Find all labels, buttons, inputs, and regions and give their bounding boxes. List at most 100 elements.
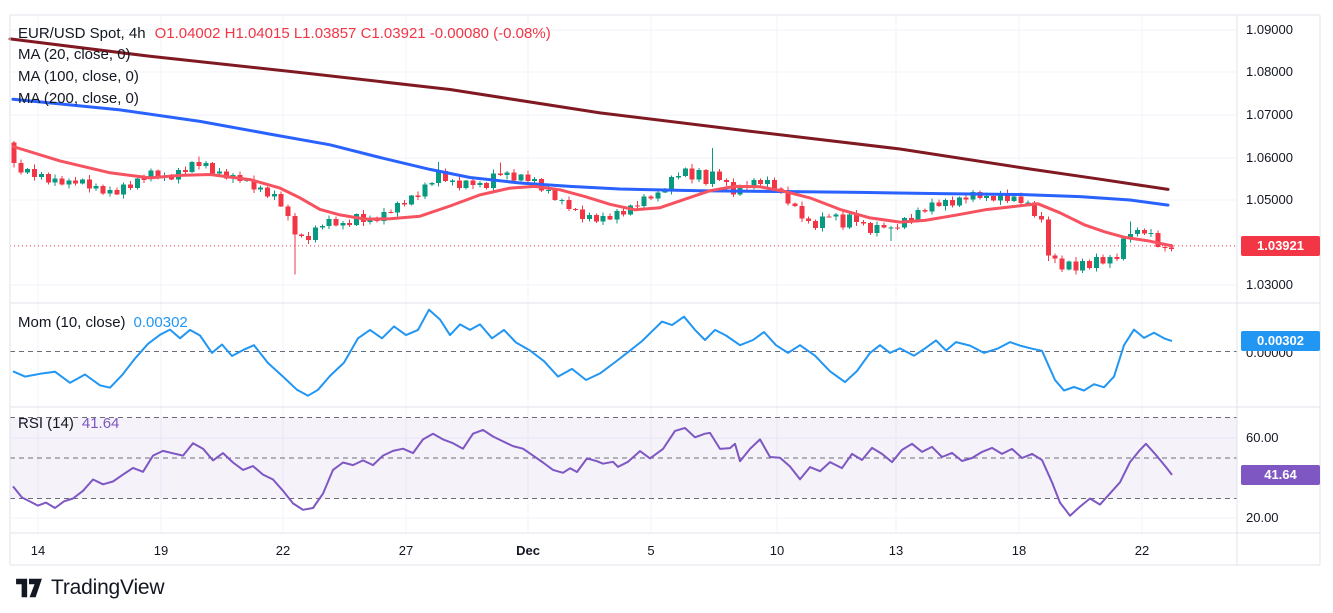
- ma100-line[interactable]: [11, 97, 1170, 207]
- ma20-line[interactable]: [11, 145, 1174, 248]
- candle-body: [408, 195, 414, 205]
- candle-body: [943, 200, 949, 206]
- candle-body: [443, 171, 448, 181]
- candle-body: [984, 196, 990, 198]
- time-tick-label: 10: [769, 543, 785, 558]
- ma20-label[interactable]: MA (20, close, 0): [18, 46, 131, 63]
- candle-body: [614, 210, 620, 220]
- candle-body: [936, 202, 942, 207]
- candle-body: [388, 211, 394, 213]
- candle-body: [278, 194, 284, 207]
- candle-body: [134, 178, 140, 188]
- candle-body: [484, 183, 490, 188]
- momentum-line[interactable]: [12, 308, 1173, 397]
- candle-body: [812, 220, 818, 229]
- time-tick-label: 19: [153, 543, 169, 558]
- rsi-label[interactable]: RSI (14): [18, 415, 74, 432]
- symbol-legend-row[interactable]: EUR/USD Spot, 4h O1.04002 H1.04015 L1.038…: [18, 24, 551, 43]
- candle-body: [580, 209, 585, 219]
- candle-body: [100, 185, 106, 194]
- ma200-legend-row[interactable]: MA (200, close, 0): [18, 89, 139, 108]
- candle-body: [826, 216, 832, 218]
- level-lines-layer: [10, 351, 1237, 499]
- candle-body: [45, 173, 51, 183]
- price-tick-label: 1.08000: [1246, 64, 1293, 79]
- symbol-title[interactable]: EUR/USD Spot, 4h: [18, 25, 146, 42]
- candle-body: [682, 168, 688, 176]
- time-tick-label: 18: [1011, 543, 1027, 558]
- price-tick-label: 1.07000: [1246, 107, 1293, 122]
- last-price-badge: 1.03921: [1241, 236, 1320, 256]
- candle-body: [436, 171, 442, 184]
- candle-body: [470, 180, 476, 186]
- ma200-line[interactable]: [8, 37, 1170, 191]
- candle-body: [121, 184, 127, 195]
- candle-body: [1025, 202, 1031, 204]
- candle-body: [11, 142, 17, 163]
- momentum-legend-row[interactable]: Mom (10, close) 0.00302: [18, 313, 188, 332]
- rsi-value: 41.64: [81, 415, 120, 432]
- candle-body: [292, 216, 298, 235]
- ma200-label[interactable]: MA (200, close, 0): [18, 90, 139, 107]
- candle-body: [38, 173, 44, 177]
- rsi-line[interactable]: [12, 427, 1173, 517]
- candle-body: [1107, 256, 1113, 264]
- candle-body: [511, 172, 517, 181]
- time-tick-label: 14: [30, 543, 46, 558]
- candle-body: [888, 227, 894, 229]
- candle-body: [1087, 260, 1092, 268]
- candle-body: [991, 196, 996, 201]
- momentum-label[interactable]: Mom (10, close): [18, 314, 126, 331]
- momentum-value-badge: 0.00302: [1241, 331, 1320, 351]
- candle-body: [997, 192, 1003, 201]
- rsi-legend-row[interactable]: RSI (14) 41.64: [18, 414, 119, 433]
- candle-body: [1073, 261, 1079, 271]
- ma100-legend-row[interactable]: MA (100, close, 0): [18, 67, 139, 86]
- candle-body: [819, 216, 825, 229]
- candle-body: [456, 180, 462, 189]
- candle-body: [326, 219, 332, 226]
- candle-body: [312, 227, 318, 240]
- candle-body: [765, 180, 770, 185]
- candle-body: [867, 223, 873, 234]
- candle-body: [59, 178, 65, 185]
- candle-body: [559, 200, 565, 202]
- candle-body: [1032, 202, 1038, 216]
- time-tick-label: 22: [275, 543, 291, 558]
- candle-body: [607, 216, 613, 220]
- candle-body: [532, 179, 538, 181]
- candle-body: [93, 185, 99, 189]
- candle-body: [915, 209, 921, 220]
- candle-body: [189, 161, 195, 172]
- chart-frame: [9, 14, 1321, 566]
- candle-body: [806, 218, 812, 221]
- candle-body: [66, 180, 72, 185]
- candle-body: [1169, 247, 1175, 250]
- candle-body: [840, 214, 846, 228]
- candle-body: [634, 205, 640, 207]
- candle-body: [860, 222, 866, 224]
- candle-body: [182, 169, 188, 172]
- candle-body: [730, 181, 736, 195]
- candle-body: [771, 180, 777, 189]
- price-tick-label: 1.09000: [1246, 22, 1293, 37]
- candle-body: [648, 196, 654, 199]
- candle-body: [203, 163, 209, 166]
- candle-body: [566, 200, 572, 209]
- candle-body: [429, 183, 435, 185]
- candle-body: [949, 200, 955, 206]
- time-tick-label: 22: [1134, 543, 1150, 558]
- time-tick-label: 5: [647, 543, 655, 558]
- candle-body: [477, 183, 483, 186]
- candle-body: [1134, 229, 1140, 235]
- candle-body: [1080, 260, 1086, 271]
- candle-body: [621, 210, 627, 215]
- ma100-label[interactable]: MA (100, close, 0): [18, 68, 139, 85]
- tradingview-attribution[interactable]: TradingView: [14, 576, 165, 600]
- candle-body: [251, 180, 257, 190]
- candle-body: [703, 170, 709, 184]
- ma20-legend-row[interactable]: MA (20, close, 0): [18, 45, 131, 64]
- candle-body: [86, 179, 92, 189]
